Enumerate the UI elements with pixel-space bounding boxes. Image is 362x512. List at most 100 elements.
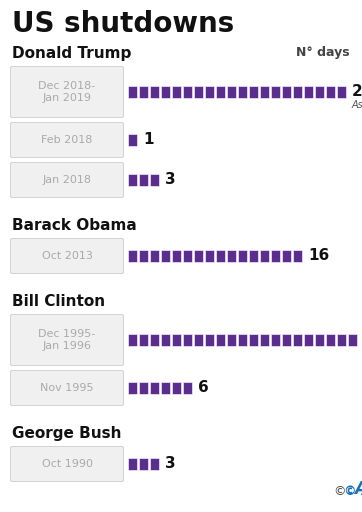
Bar <box>194 250 203 262</box>
Bar <box>139 174 148 186</box>
Text: 20: 20 <box>352 84 362 99</box>
Text: Jan 2018: Jan 2018 <box>42 175 92 185</box>
Text: Oct 1990: Oct 1990 <box>42 459 93 469</box>
Bar <box>249 250 258 262</box>
Bar <box>128 334 137 346</box>
Bar <box>194 86 203 98</box>
Bar <box>249 86 258 98</box>
Text: Donald Trump: Donald Trump <box>12 46 131 61</box>
FancyBboxPatch shape <box>10 67 123 117</box>
Bar <box>205 86 214 98</box>
Bar <box>172 250 181 262</box>
Text: Dec 2018-
Jan 2019: Dec 2018- Jan 2019 <box>38 81 96 103</box>
Text: AFP: AFP <box>354 480 362 498</box>
Text: As of Jan 10: As of Jan 10 <box>352 100 362 110</box>
Bar <box>161 334 170 346</box>
Bar <box>238 86 247 98</box>
Text: 1: 1 <box>143 133 153 147</box>
Bar <box>271 86 280 98</box>
Bar <box>205 334 214 346</box>
Bar <box>183 334 192 346</box>
Bar <box>216 334 225 346</box>
Text: 16: 16 <box>308 248 329 264</box>
Bar <box>326 86 335 98</box>
FancyBboxPatch shape <box>10 122 123 158</box>
Text: 3: 3 <box>165 173 176 187</box>
Text: 3: 3 <box>165 457 176 472</box>
Text: Barack Obama: Barack Obama <box>12 218 137 233</box>
Bar <box>249 334 258 346</box>
Bar <box>128 382 137 394</box>
Bar <box>183 86 192 98</box>
Bar <box>172 382 181 394</box>
Bar <box>139 458 148 470</box>
Bar <box>150 174 159 186</box>
Text: N° days: N° days <box>296 46 350 59</box>
Bar <box>161 86 170 98</box>
Bar <box>271 334 280 346</box>
Bar <box>260 334 269 346</box>
Bar <box>172 86 181 98</box>
Bar <box>282 250 291 262</box>
Bar <box>271 250 280 262</box>
Bar <box>238 334 247 346</box>
Bar <box>194 334 203 346</box>
Bar <box>348 334 357 346</box>
Bar <box>150 86 159 98</box>
Bar <box>150 334 159 346</box>
Bar <box>216 86 225 98</box>
Bar <box>304 334 313 346</box>
Bar <box>304 86 313 98</box>
Bar <box>161 250 170 262</box>
Bar <box>315 86 324 98</box>
Bar <box>139 334 148 346</box>
Text: Feb 2018: Feb 2018 <box>41 135 93 145</box>
FancyBboxPatch shape <box>10 162 123 198</box>
Bar <box>183 382 192 394</box>
Bar <box>227 334 236 346</box>
Bar <box>227 86 236 98</box>
Bar <box>139 382 148 394</box>
Bar <box>172 334 181 346</box>
Bar <box>326 334 335 346</box>
Bar <box>216 250 225 262</box>
Bar <box>128 458 137 470</box>
Text: US shutdowns: US shutdowns <box>12 10 234 38</box>
Bar <box>128 134 137 146</box>
Bar <box>293 334 302 346</box>
Text: ©: © <box>333 485 350 498</box>
Text: © AFP: © AFP <box>344 485 362 498</box>
Bar <box>227 250 236 262</box>
Bar <box>183 250 192 262</box>
Text: 6: 6 <box>198 380 209 395</box>
Bar <box>128 86 137 98</box>
Bar <box>161 382 170 394</box>
FancyBboxPatch shape <box>10 314 123 366</box>
Bar <box>315 334 324 346</box>
Bar <box>128 250 137 262</box>
Bar <box>293 250 302 262</box>
Text: Nov 1995: Nov 1995 <box>40 383 94 393</box>
Bar <box>260 86 269 98</box>
Text: George Bush: George Bush <box>12 426 122 441</box>
Bar <box>150 250 159 262</box>
Bar <box>128 174 137 186</box>
Bar <box>139 250 148 262</box>
Bar <box>150 458 159 470</box>
Bar <box>282 334 291 346</box>
Bar <box>150 382 159 394</box>
Bar <box>205 250 214 262</box>
Text: Dec 1995-
Jan 1996: Dec 1995- Jan 1996 <box>38 329 96 351</box>
Bar <box>282 86 291 98</box>
Bar <box>139 86 148 98</box>
Bar <box>260 250 269 262</box>
Text: Bill Clinton: Bill Clinton <box>12 294 105 309</box>
FancyBboxPatch shape <box>10 239 123 273</box>
Text: Oct 2013: Oct 2013 <box>42 251 92 261</box>
Bar <box>337 334 346 346</box>
FancyBboxPatch shape <box>10 371 123 406</box>
FancyBboxPatch shape <box>10 446 123 481</box>
Bar <box>293 86 302 98</box>
Bar <box>337 86 346 98</box>
Bar <box>238 250 247 262</box>
